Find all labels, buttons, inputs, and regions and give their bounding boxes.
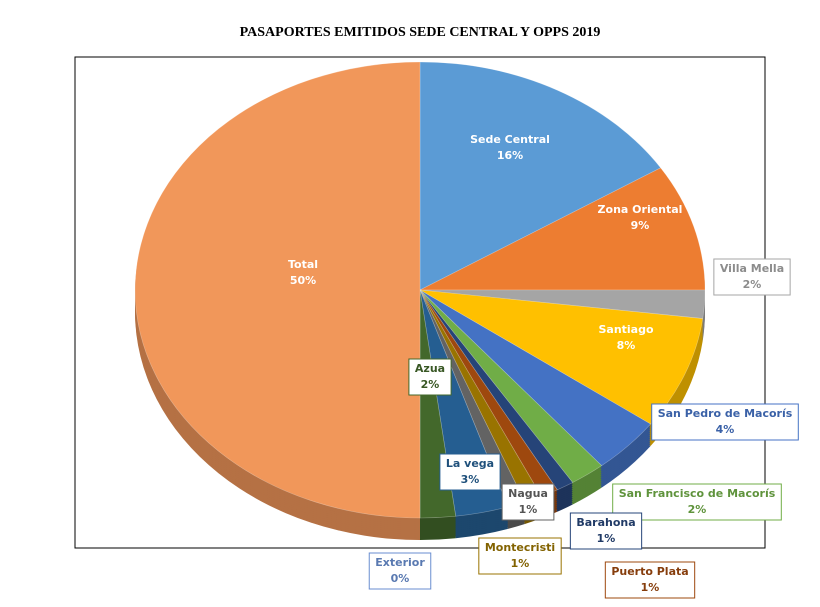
label-name: Total <box>288 258 318 271</box>
chart-title: PASAPORTES EMITIDOS SEDE CENTRAL Y OPPS … <box>240 25 601 40</box>
slice <box>419 167 706 291</box>
label-box <box>604 561 696 599</box>
label-value: 3% <box>461 473 480 486</box>
data-label: Montecristi 1% <box>478 537 562 575</box>
label-name: Montecristi <box>485 541 555 554</box>
label-name: Azua <box>415 362 445 375</box>
slice <box>419 289 603 483</box>
slice <box>419 61 662 291</box>
label-box <box>569 512 643 550</box>
label-name: Nagua <box>508 487 548 500</box>
label-value: 9% <box>631 219 650 232</box>
label-name: San Francisco de Macorís <box>619 487 776 500</box>
pie-tops <box>134 61 706 519</box>
data-label: San Pedro de Macorís 4% <box>651 403 799 441</box>
label-value: 1% <box>519 503 538 516</box>
label-value: 1% <box>597 532 616 545</box>
label-box <box>439 453 501 491</box>
label-box <box>368 552 432 590</box>
slice <box>419 289 652 467</box>
slice <box>134 61 421 519</box>
label-value: 1% <box>641 581 660 594</box>
plot-frame <box>74 56 766 549</box>
label-name: Villa Mella <box>720 262 784 275</box>
slice <box>419 289 574 491</box>
label-value: 0% <box>391 572 410 585</box>
data-label: Villa Mella 2% <box>713 258 791 296</box>
label-value: 2% <box>421 378 440 391</box>
label-name: Exterior <box>375 556 425 569</box>
label-box <box>478 537 562 575</box>
data-label: Exterior 0% <box>368 552 432 590</box>
data-label: Azua 2% <box>408 358 452 396</box>
label-name: Sede Central <box>470 133 550 146</box>
label-value: 50% <box>290 274 316 287</box>
label-name: San Pedro de Macorís <box>658 407 793 420</box>
data-label: Sede Central 16% <box>470 133 550 162</box>
label-value: 8% <box>617 339 636 352</box>
data-label: Zona Oriental 9% <box>598 203 683 232</box>
data-label: La vega 3% <box>439 453 501 491</box>
label-value: 2% <box>743 278 762 291</box>
label-box <box>713 258 791 296</box>
label-name: Puerto Plata <box>611 565 688 578</box>
slice <box>419 289 706 319</box>
label-box <box>501 483 555 521</box>
label-value: 1% <box>511 557 530 570</box>
data-label: Puerto Plata 1% <box>604 561 696 599</box>
label-box <box>408 358 452 396</box>
data-label: Barahona 1% <box>569 512 643 550</box>
label-value: 4% <box>716 423 735 436</box>
data-label: Nagua 1% <box>501 483 555 521</box>
data-label: Santiago 8% <box>598 323 654 352</box>
label-name: Santiago <box>598 323 654 336</box>
data-label: Total 50% <box>288 258 318 287</box>
label-box <box>651 403 799 441</box>
label-value: 16% <box>497 149 523 162</box>
label-name: Barahona <box>576 516 635 529</box>
label-name: Zona Oriental <box>598 203 683 216</box>
label-value: 2% <box>688 503 707 516</box>
label-name: La vega <box>446 457 494 470</box>
